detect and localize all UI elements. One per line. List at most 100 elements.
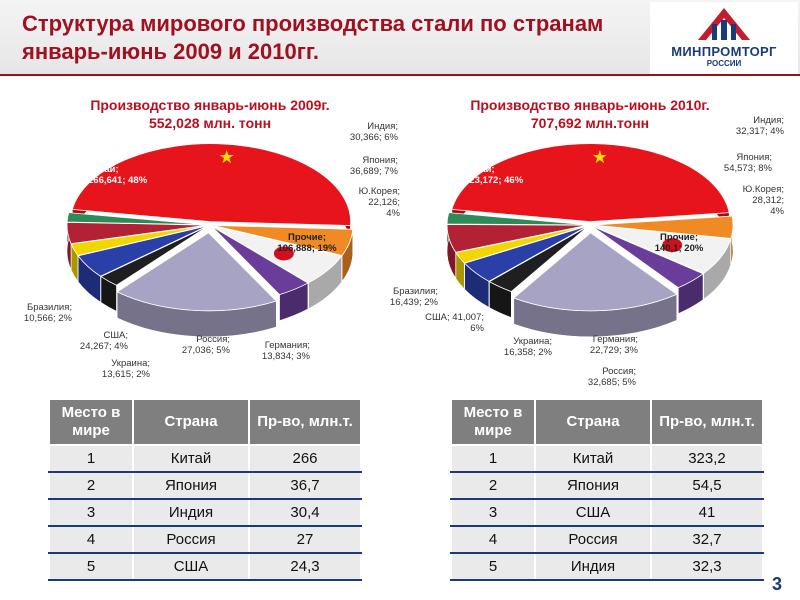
chart1-label-russia: Россия; 27,036; 5% [181,334,230,356]
pie-slice-korea [211,226,309,296]
table-header-country: Страна [534,398,652,446]
chart1-title-line1: Производство январь-июнь 2009г. [90,97,330,113]
table-cell: Россия [132,525,250,554]
logo-text: МИНПРОМТОРГ [671,44,777,59]
logo-emblem-icon [698,8,750,40]
table-cell: 24,3 [248,552,362,581]
chart2-title: Производство январь-июнь 2010г. 707,692 … [440,96,740,132]
chart1-label-ukraine: Украина; 13,615; 2% [101,358,150,380]
table-cell: Китай [534,444,652,473]
table-cell: 323,2 [650,444,764,473]
chart1-label-korea: Ю.Корея; 22,126; 4% [358,186,400,219]
table-cell: 1 [48,444,134,473]
ministry-logo: МИНПРОМТОРГ РОССИИ [650,2,798,74]
table-cell: 2 [450,471,536,500]
page-title-line2: январь-июнь 2009 и 2010гг. [22,39,319,64]
table-header-country: Страна [132,398,250,446]
table-row: 2 Япония 36,7 [48,471,362,500]
chart2-label-japan: Япония; 54,573; 8% [723,152,772,174]
table-cell: 32,7 [650,525,764,554]
logo-subtext: РОССИИ [706,59,742,68]
chart1-title-line2: 552,028 млн. тонн [148,115,272,131]
table-header-production: Пр-во, млн.т. [248,398,362,446]
chart1-title: Производство январь-июнь 2009г. 552,028 … [60,96,360,132]
table-cell: 3 [450,498,536,527]
chart1-label-japan: Япония; 36,689; 7% [349,155,398,177]
table-row: 4 Россия 32,7 [450,525,764,554]
chart2-label-ukraine: Украина; 16,358; 2% [503,336,552,358]
pie-slice-korea [591,225,704,289]
page-title-line1: Структура мирового производства стали по… [22,11,604,36]
table-cell: 32,3 [650,552,764,581]
table-cell: США [132,552,250,581]
table-cell: 5 [48,552,134,581]
table-row: 4 Россия 27 [48,525,362,554]
chart2-label-germany: Германия; 22,729; 3% [589,334,638,356]
table-row: 1 Китай 266 [48,444,362,473]
table-row: 5 Индия 32,3 [450,552,764,581]
chart2-label-china: Китай; 323,172; 46% [464,164,524,186]
table-cell: США [534,498,652,527]
header-bar: Структура мирового производства стали по… [0,0,800,76]
table-row: 5 США 24,3 [48,552,362,581]
pie-slice-china [71,143,351,226]
table-cell: 36,7 [248,471,362,500]
chart2-label-india: Индия; 32,317; 4% [735,115,784,137]
table-cell: Россия [534,525,652,554]
table-header-rank: Место в мире [48,398,134,446]
pie-slice-others [116,232,278,312]
table-cell: 5 [450,552,536,581]
table-cell: 30,4 [248,498,362,527]
pie-slice-india [212,224,354,256]
pie-slice-germany [100,225,209,286]
pie-slice-india [592,215,734,239]
table-cell: Индия [534,552,652,581]
pie-slice-brazil [66,212,208,226]
pie-slice-ukraine [455,225,588,264]
chart2-label-usa: США; 41,007; 6% [425,312,484,334]
table-cell: Япония [132,471,250,500]
table-row: 1 Китай 323,2 [450,444,764,473]
pie-slice-others [512,232,678,312]
chart1-label-usa: США; 24,267; 4% [79,330,128,352]
pie-slice-china [451,143,730,223]
pie-chart-2010: ★ [446,143,734,338]
table-header-row: Место в мире Страна Пр-во, млн.т. [48,398,362,446]
chart2-label-korea: Ю.Корея; 28,312; 4% [742,184,784,217]
table-row: 3 Индия 30,4 [48,498,362,527]
table-cell: Индия [132,498,250,527]
chart1-label-others: Прочие; 106,888; 19% [277,232,337,254]
pie-slice-russia [463,225,588,282]
chart1-label-germany: Германия; 13,834; 3% [261,340,310,362]
table-cell: 41 [650,498,764,527]
table-cell: 4 [450,525,536,554]
slide-number: 3 [772,574,783,594]
pie-slice-brazil [446,212,588,226]
china-flag-star-icon: ★ [219,147,235,168]
chart1-label-china: Китай; 266,641; 48% [88,164,148,186]
china-flag-star-icon: ★ [592,147,608,168]
pie-slice-russia [77,225,208,277]
chart2-title-line2: 707,692 млн.тонн [530,115,650,131]
page-title: Структура мирового производства стали по… [22,10,642,66]
table-cell: 27 [248,525,362,554]
table-cell: 54,5 [650,471,764,500]
chart2-label-others: Прочие; 140,1; 20% [654,232,704,254]
chart2-title-line1: Производство январь-июнь 2010г. [470,97,710,113]
pie-slice-usa [446,224,588,253]
japan-flag-dot [662,238,683,253]
table-header-row: Место в мире Страна Пр-во, млн.т. [450,398,764,446]
chart2-label-russia: Россия; 32,685; 5% [587,366,636,388]
pie-slice-japan [592,225,732,274]
table-cell: Япония [534,471,652,500]
table-row: 3 США 41 [450,498,764,527]
table-cell: 266 [248,444,362,473]
table-cell: 4 [48,525,134,554]
ranking-table-2010: Место в мире Страна Пр-во, млн.т. 1 Кита… [450,398,764,581]
table-header-rank: Место в мире [450,398,536,446]
table-cell: 1 [450,444,536,473]
table-row: 2 Япония 54,5 [450,471,764,500]
table-cell: 3 [48,498,134,527]
chart1-label-brazil: Бразилия; 10,566; 2% [23,302,72,324]
pie-slice-germany [488,225,589,292]
